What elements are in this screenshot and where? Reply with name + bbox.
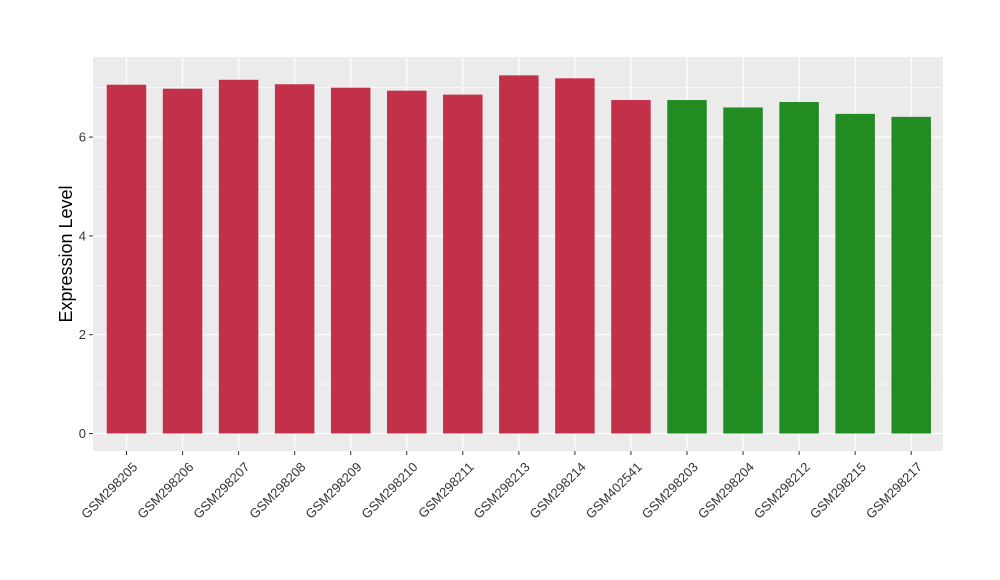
x-tick-label: GSM298208 xyxy=(246,459,308,521)
x-tick-label: GSM298209 xyxy=(302,459,364,521)
bar-GSM298210 xyxy=(387,90,427,434)
bar-GSM298213 xyxy=(499,75,539,434)
bar-GSM298209 xyxy=(330,87,371,434)
y-tick-label: 4 xyxy=(79,228,86,243)
bar-GSM298217 xyxy=(891,116,931,434)
x-tick-label: GSM298210 xyxy=(358,459,420,521)
x-tick-label: GSM298214 xyxy=(527,459,589,521)
y-axis-title: Expression Level xyxy=(56,185,76,322)
x-tick-label: GSM298207 xyxy=(190,459,252,521)
y-tick-label: 2 xyxy=(79,327,86,342)
x-tick-label: GSM298215 xyxy=(807,459,869,521)
bar-GSM298207 xyxy=(218,79,259,434)
bar-GSM298203 xyxy=(667,100,707,434)
y-tick-label: 0 xyxy=(79,426,86,441)
x-tick-label: GSM298203 xyxy=(639,459,701,521)
y-tick-label: 6 xyxy=(79,130,86,145)
x-tick-label: GSM298206 xyxy=(134,459,196,521)
bar-GSM402541 xyxy=(611,100,651,434)
x-tick-label: GSM298211 xyxy=(415,459,477,521)
x-tick-label: GSM298205 xyxy=(78,459,140,521)
x-axis: GSM298205GSM298206GSM298207GSM298208GSM2… xyxy=(78,451,925,522)
x-tick-label: GSM298217 xyxy=(863,459,925,521)
bar-GSM298204 xyxy=(723,107,763,434)
bars xyxy=(106,75,931,434)
bar-GSM298212 xyxy=(779,102,819,434)
bar-GSM298206 xyxy=(162,88,203,434)
bar-GSM298214 xyxy=(555,78,595,434)
x-tick-label: GSM298212 xyxy=(751,459,813,521)
bar-GSM298211 xyxy=(443,94,483,434)
y-axis: 0 2 4 6 xyxy=(79,130,93,441)
x-tick-label: GSM402541 xyxy=(583,459,645,521)
bar-GSM298208 xyxy=(274,84,315,434)
x-tick-label: GSM298204 xyxy=(695,459,757,521)
bar-GSM298215 xyxy=(835,113,875,434)
x-tick-label: GSM298213 xyxy=(471,459,533,521)
bar-GSM298205 xyxy=(106,84,147,434)
